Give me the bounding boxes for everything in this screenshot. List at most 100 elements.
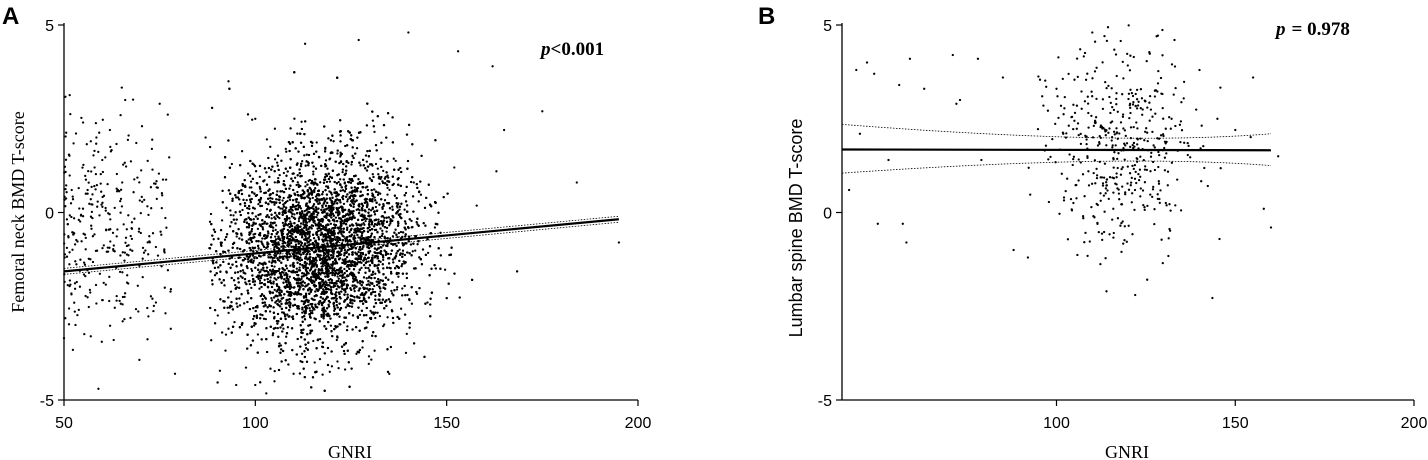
panel-a-point — [370, 358, 373, 361]
panel-a-point — [270, 297, 273, 300]
panel-a-point — [261, 226, 264, 229]
panel-a-point — [292, 286, 296, 289]
panel-a-point — [343, 267, 346, 271]
panel-a-point — [213, 274, 217, 277]
panel-a-point — [285, 335, 288, 338]
panel-a-point — [372, 313, 375, 316]
panel-a-point — [342, 202, 346, 206]
panel-a-point — [346, 226, 349, 229]
panel-a-point — [317, 271, 320, 274]
panel-a-point — [355, 146, 359, 150]
panel-a-point — [364, 258, 368, 261]
panel-a-point — [285, 267, 289, 270]
panel-a-point — [265, 392, 268, 395]
panel-a-point — [258, 282, 262, 285]
panel-a-point — [265, 208, 269, 211]
panel-a-point — [217, 237, 220, 240]
panel-a-point — [368, 269, 371, 273]
panel-a-point — [399, 230, 403, 234]
panel-a-point — [385, 230, 388, 233]
panel-a-point — [404, 351, 408, 355]
panel-a-point — [252, 259, 255, 263]
panel-a-point — [226, 306, 229, 309]
panel-a-point — [337, 366, 340, 370]
panel-a-point — [228, 225, 232, 228]
panel-a-point — [392, 321, 395, 325]
panel-a-point — [379, 192, 382, 195]
panel-a-point — [289, 264, 292, 267]
panel-a-point — [269, 367, 272, 370]
panel-a-point — [284, 201, 288, 204]
panel-a-point — [321, 345, 325, 349]
panel-a-point — [268, 260, 271, 263]
panel-a-point — [272, 272, 275, 275]
panel-a-point — [248, 307, 252, 311]
panel-a-point — [312, 339, 315, 343]
panel-a-point — [373, 213, 377, 216]
panel-a-point — [312, 173, 315, 176]
panel-a-point — [291, 199, 295, 202]
panel-a-point — [391, 235, 395, 238]
panel-a-point — [318, 357, 322, 361]
panel-a-point — [362, 276, 366, 279]
panel-a-point — [337, 258, 341, 261]
panel-a-point — [339, 178, 342, 181]
panel-a-point — [362, 314, 366, 317]
panel-a-point — [352, 156, 355, 160]
panel-a-point — [284, 286, 287, 289]
panel-a-point — [387, 278, 390, 281]
panel-a-point — [209, 212, 213, 216]
panel-a-point — [332, 255, 335, 258]
panel-a-point — [286, 326, 290, 329]
panel-a-point — [324, 226, 328, 229]
panel-a-point — [396, 206, 399, 209]
panel-a-point — [343, 343, 346, 346]
panel-a-point — [256, 227, 260, 231]
panel-a-point — [247, 238, 250, 241]
panel-a-p-text: <0.001 — [551, 39, 605, 60]
panel-a-point — [273, 181, 276, 184]
panel-a-point — [393, 231, 396, 234]
panel-a-point — [309, 309, 312, 312]
panel-a-point — [303, 213, 306, 216]
panel-a-point — [314, 198, 317, 202]
panel-a-point — [224, 349, 227, 352]
panel-a-point — [341, 170, 344, 174]
panel-a-point — [411, 195, 415, 198]
panel-a-point — [335, 195, 338, 198]
panel-a-point — [235, 265, 238, 268]
panel-a-point — [328, 190, 331, 193]
panel-a-point — [268, 273, 271, 276]
panel-a-point — [358, 280, 362, 283]
panel-a-point — [311, 376, 315, 379]
panel-a-point — [315, 215, 318, 219]
panel-a-point — [373, 130, 376, 134]
panel-a-point — [389, 300, 392, 303]
panel-a-point — [401, 249, 405, 252]
panel-a-point — [329, 139, 333, 142]
panel-a-point — [329, 317, 332, 320]
panel-a-point — [258, 200, 262, 204]
panel-a-point — [358, 313, 362, 317]
panel-a-point — [265, 327, 268, 330]
panel-a-point — [251, 261, 255, 264]
panel-a-point — [248, 282, 251, 286]
panel-a-point — [293, 213, 296, 216]
panel-a-point — [253, 207, 256, 210]
panel-a-point — [334, 211, 338, 214]
panel-a-point — [333, 247, 337, 250]
panel-a-point — [265, 138, 269, 141]
panel-a-point — [277, 237, 280, 240]
panel-a-point — [349, 194, 353, 197]
panel-a-point — [254, 215, 258, 218]
panel-a-point — [273, 265, 276, 268]
panel-a-point — [331, 260, 335, 264]
panel-a-point — [307, 179, 310, 182]
panel-a-point — [240, 293, 243, 296]
panel-a-point — [274, 261, 277, 264]
panel-a-point — [239, 164, 242, 167]
panel-a-point — [324, 159, 328, 162]
panel-a-point — [276, 298, 280, 301]
panel-a-point — [360, 299, 364, 303]
panel-a-point — [315, 200, 318, 203]
